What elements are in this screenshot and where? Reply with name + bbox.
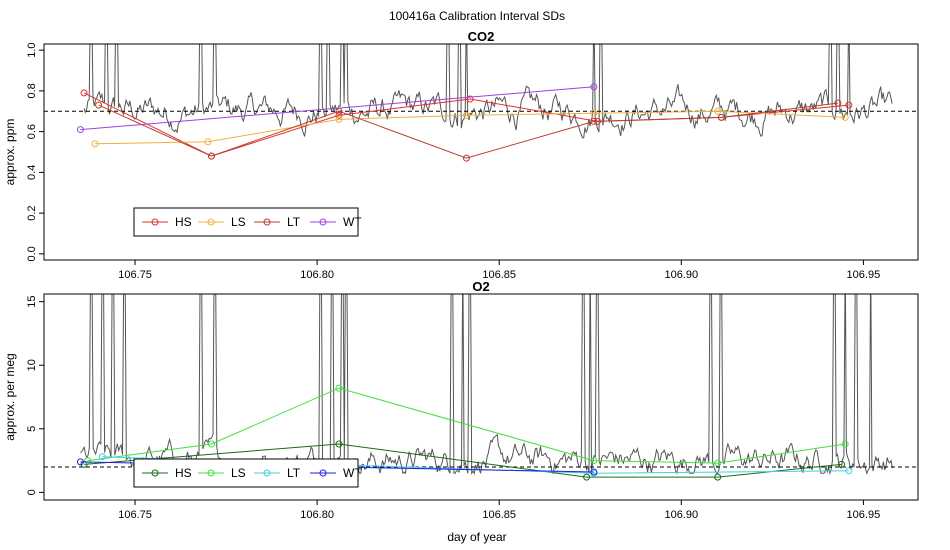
x-tick-label: 106.90 xyxy=(664,509,698,521)
series-line xyxy=(80,86,594,131)
data-point xyxy=(208,440,216,448)
data-point xyxy=(590,468,598,476)
data-point xyxy=(590,83,598,91)
legend-label: LS xyxy=(231,215,246,229)
series-lt xyxy=(95,99,842,162)
y-tick-label: 1.0 xyxy=(26,42,38,57)
series-hs xyxy=(80,440,846,481)
data-point xyxy=(335,111,343,119)
x-tick-label: 106.80 xyxy=(300,269,334,281)
legend-label: HS xyxy=(175,215,192,229)
legend-swatch-marker xyxy=(319,218,327,226)
data-point xyxy=(714,459,722,467)
data-point xyxy=(76,458,84,466)
series-line xyxy=(87,387,846,464)
data-point xyxy=(590,117,598,125)
data-point xyxy=(335,384,343,392)
background-trace xyxy=(83,44,893,139)
data-point xyxy=(714,473,722,481)
data-point xyxy=(714,107,722,115)
data-point xyxy=(834,99,842,107)
x-tick-label: 106.75 xyxy=(118,509,152,521)
figure-title: 100416a Calibration Interval SDs xyxy=(389,9,565,23)
y-tick-label: 0.4 xyxy=(26,165,38,180)
data-point xyxy=(95,101,103,109)
legend-swatch-marker xyxy=(207,218,215,226)
series-line xyxy=(98,102,838,159)
x-tick-label: 106.80 xyxy=(300,509,334,521)
y-axis-label: approx. ppm xyxy=(3,119,17,186)
x-tick-label: 106.85 xyxy=(482,269,516,281)
y-tick-label: 0.0 xyxy=(26,246,38,261)
y-tick-label: 10 xyxy=(26,359,38,371)
data-point xyxy=(335,115,343,123)
legend-swatch-marker xyxy=(207,469,215,477)
legend-label: LT xyxy=(287,215,301,229)
series-ls xyxy=(84,384,849,467)
y-tick-label: 0.6 xyxy=(26,124,38,139)
data-point xyxy=(335,440,343,448)
chart-panel-o2: O2 approx. per meg 106.75 106.80 106.85 106.9… xyxy=(3,279,919,521)
legend-label: LT xyxy=(287,466,301,480)
data-point xyxy=(717,113,725,121)
legend-swatch-marker xyxy=(263,469,271,477)
data-point xyxy=(466,95,474,103)
data-point xyxy=(845,101,853,109)
x-tick-label: 106.95 xyxy=(847,509,881,521)
data-point xyxy=(583,473,591,481)
plot-frame xyxy=(43,43,919,261)
x-tick-label: 106.95 xyxy=(847,269,881,281)
series-line xyxy=(94,110,846,145)
x-axis-label: day of year xyxy=(447,530,506,544)
data-point xyxy=(590,109,598,117)
legend-label: WT xyxy=(343,466,362,480)
data-point xyxy=(91,140,99,148)
legend-label: HS xyxy=(175,466,192,480)
legend: HS LS LT WT xyxy=(133,458,362,488)
data-point xyxy=(845,467,853,475)
x-tick-label: 106.85 xyxy=(482,509,516,521)
y-tick-label: 0.2 xyxy=(26,205,38,220)
data-point xyxy=(841,440,849,448)
data-point xyxy=(462,154,470,162)
legend-label: WT xyxy=(343,215,362,229)
legend-swatch-marker xyxy=(263,218,271,226)
legend-swatch-marker xyxy=(151,218,159,226)
legend-label: LS xyxy=(231,466,246,480)
series-ls xyxy=(91,107,849,148)
data-point xyxy=(80,89,88,97)
data-point xyxy=(98,453,106,461)
y-tick-label: 5 xyxy=(26,426,38,432)
panel-title: O2 xyxy=(472,279,489,294)
y-axis-label: approx. per meg xyxy=(3,353,17,440)
y-tick-label: 0 xyxy=(26,489,38,495)
data-point xyxy=(84,457,92,465)
plot-frame xyxy=(43,293,919,501)
data-point xyxy=(204,138,212,146)
series-hs xyxy=(80,89,853,160)
background-trace xyxy=(80,294,893,476)
chart-panel-co2: CO2 approx. ppm 106.75 106.80 106.85 106.90 10… xyxy=(3,29,919,281)
series-wt xyxy=(76,83,598,134)
legend-swatch-marker xyxy=(151,469,159,477)
y-tick-label: 0.8 xyxy=(26,83,38,98)
data-point xyxy=(841,113,849,121)
data-point xyxy=(208,152,216,160)
x-tick-label: 106.90 xyxy=(664,269,698,281)
data-point xyxy=(590,457,598,465)
panel-title: CO2 xyxy=(468,29,495,44)
x-tick-label: 106.75 xyxy=(118,269,152,281)
data-point xyxy=(462,111,470,119)
data-point xyxy=(76,126,84,134)
y-tick-label: 15 xyxy=(26,296,38,308)
legend-swatch-marker xyxy=(319,469,327,477)
legend: HS LS LT WT xyxy=(133,207,362,237)
data-point xyxy=(838,460,846,468)
series-line xyxy=(84,443,842,478)
